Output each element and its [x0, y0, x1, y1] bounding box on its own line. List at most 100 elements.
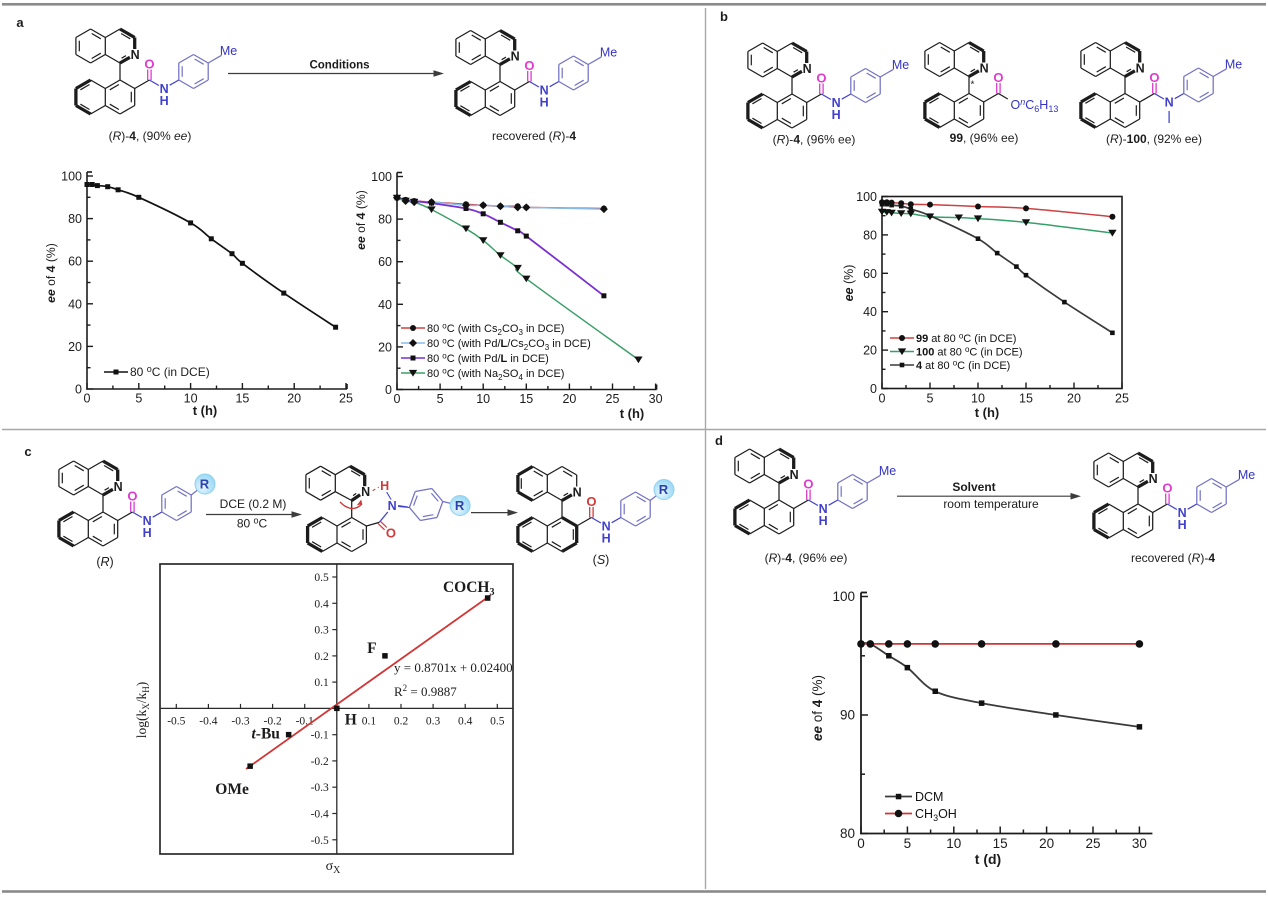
svg-text:0: 0 — [385, 383, 392, 397]
svg-text:60: 60 — [378, 255, 392, 269]
svg-text:20: 20 — [287, 392, 301, 406]
svg-text:0: 0 — [84, 392, 91, 406]
svg-text:-0.2: -0.2 — [263, 715, 281, 727]
svg-text:20: 20 — [863, 344, 877, 358]
svg-text:t (h): t (h) — [975, 405, 1000, 420]
svg-text:ee (%): ee (%) — [842, 265, 856, 302]
svg-text:N: N — [131, 48, 140, 62]
svg-text:15: 15 — [1019, 392, 1033, 406]
svg-text:0: 0 — [75, 383, 82, 397]
svg-text:5: 5 — [927, 392, 934, 406]
svg-text:N: N — [388, 499, 397, 513]
svg-text:25: 25 — [1115, 392, 1129, 406]
svg-text:O: O — [586, 494, 596, 509]
svg-text:N: N — [511, 50, 520, 64]
svg-text:-0.4: -0.4 — [199, 715, 217, 727]
svg-text:-0.2: -0.2 — [311, 756, 329, 768]
svg-text:ee of 4 (%): ee of 4 (%) — [354, 190, 368, 250]
svg-text:25: 25 — [1085, 836, 1100, 851]
svg-text:-0.5: -0.5 — [311, 835, 329, 847]
svg-text:80: 80 — [863, 228, 877, 242]
svg-text:80 oC (with Cs2CO3 in DCE): 80 oC (with Cs2CO3 in DCE) — [427, 322, 564, 338]
svg-text:log(kX/kH): log(kX/kH) — [134, 682, 151, 739]
svg-text:80: 80 — [68, 212, 82, 226]
svg-text:99, (96% ee): 99, (96% ee) — [950, 131, 1019, 145]
svg-text:25: 25 — [339, 392, 353, 406]
svg-text:N: N — [361, 485, 370, 499]
svg-text:80 oC (with Pd/L in DCE): 80 oC (with Pd/L in DCE) — [427, 352, 549, 366]
svg-text:ee of 4 (%): ee of 4 (%) — [810, 675, 825, 741]
svg-text:-0.1: -0.1 — [296, 715, 314, 727]
svg-text:20: 20 — [68, 340, 82, 354]
svg-text:N: N — [540, 84, 549, 98]
svg-text:100: 100 — [61, 170, 82, 184]
svg-text:DCE (0.2 M): DCE (0.2 M) — [220, 497, 287, 511]
svg-text:80: 80 — [378, 213, 392, 227]
svg-text:90: 90 — [840, 708, 855, 723]
svg-text:R: R — [200, 477, 210, 492]
svg-text:t (h): t (h) — [193, 403, 218, 418]
svg-text:(R): (R) — [96, 555, 113, 569]
svg-text:b: b — [720, 9, 728, 24]
svg-text:H: H — [345, 711, 357, 728]
svg-text:Me: Me — [892, 58, 909, 72]
svg-text:30: 30 — [1132, 836, 1147, 851]
svg-text:0.1: 0.1 — [362, 715, 377, 727]
svg-text:100 at 80 oC (in DCE): 100 at 80 oC (in DCE) — [916, 345, 1023, 359]
svg-text:CH3OH: CH3OH — [915, 807, 957, 823]
svg-text:0: 0 — [879, 392, 886, 406]
svg-text:80 oC: 80 oC — [237, 516, 268, 531]
svg-text:80 oC (in DCE): 80 oC (in DCE) — [130, 364, 210, 379]
svg-text:99 at 80 oC (in DCE): 99 at 80 oC (in DCE) — [916, 332, 1016, 346]
svg-text:H: H — [832, 108, 841, 122]
svg-text:25: 25 — [606, 392, 620, 406]
svg-text:0: 0 — [857, 836, 865, 851]
svg-text:O: O — [127, 489, 137, 504]
svg-text:-0.1: -0.1 — [311, 730, 329, 742]
svg-text:-0.5: -0.5 — [167, 715, 185, 727]
svg-text:H: H — [380, 479, 389, 493]
svg-text:80: 80 — [840, 826, 855, 841]
svg-text:N: N — [790, 468, 799, 482]
svg-text:0.3: 0.3 — [426, 715, 441, 727]
svg-text:H: H — [160, 94, 169, 108]
svg-text:0: 0 — [870, 382, 877, 396]
svg-text:100: 100 — [856, 190, 877, 204]
svg-text:40: 40 — [378, 298, 392, 312]
svg-text:DCM: DCM — [915, 790, 943, 804]
svg-text:O: O — [816, 71, 826, 86]
svg-text:5: 5 — [437, 392, 444, 406]
svg-text:10: 10 — [946, 836, 961, 851]
svg-text:N: N — [573, 486, 582, 500]
svg-text:Me: Me — [1238, 468, 1255, 482]
svg-text:O: O — [524, 58, 534, 73]
svg-text:5: 5 — [904, 836, 912, 851]
svg-text:recovered (R)-4: recovered (R)-4 — [1131, 551, 1215, 565]
svg-text:H: H — [143, 526, 152, 540]
svg-text:t-Bu: t-Bu — [251, 726, 280, 743]
svg-text:H: H — [819, 514, 828, 528]
svg-text:60: 60 — [68, 255, 82, 269]
svg-text:-0.3: -0.3 — [231, 715, 249, 727]
svg-text:Me: Me — [220, 44, 237, 58]
svg-text:Conditions: Conditions — [309, 60, 369, 72]
svg-text:40: 40 — [68, 297, 82, 311]
svg-text:20: 20 — [1039, 836, 1054, 851]
svg-text:COCH3: COCH3 — [443, 579, 495, 598]
svg-text:N: N — [602, 520, 611, 534]
svg-text:(S): (S) — [593, 553, 610, 567]
svg-text:Me: Me — [879, 464, 896, 478]
svg-text:t (h): t (h) — [620, 406, 645, 421]
svg-text:OMe: OMe — [215, 781, 249, 798]
svg-text:100: 100 — [832, 589, 855, 604]
svg-text:N: N — [819, 502, 828, 516]
svg-text:O: O — [1149, 70, 1159, 85]
svg-text:R2 = 0.9887: R2 = 0.9887 — [394, 683, 457, 699]
svg-text:40: 40 — [863, 305, 877, 319]
svg-text:-0.3: -0.3 — [311, 782, 329, 794]
svg-text:4 at 80 oC (in DCE): 4 at 80 oC (in DCE) — [916, 359, 1010, 373]
svg-text:(R)-4, (90% ee): (R)-4, (90% ee) — [109, 129, 192, 143]
svg-text:30: 30 — [649, 392, 663, 406]
svg-text:0.1: 0.1 — [314, 677, 329, 689]
svg-text:80 oC (with Pd/L/Cs2CO3 in DCE: 80 oC (with Pd/L/Cs2CO3 in DCE) — [427, 337, 591, 353]
